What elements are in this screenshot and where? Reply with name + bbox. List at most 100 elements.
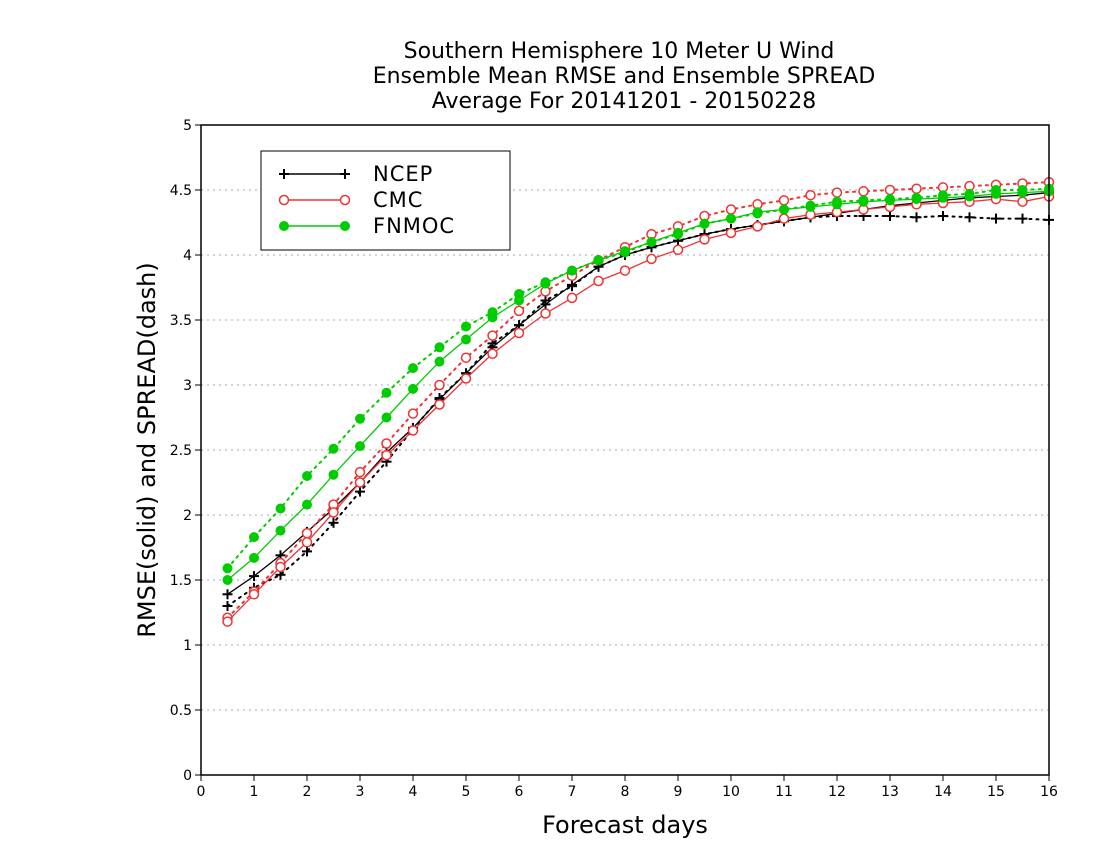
fnmoc-rmse-point [593, 255, 604, 266]
x-tick-label: 1 [250, 784, 259, 800]
ncep-spread-line [226, 214, 1050, 607]
fnmoc-spread-point [249, 532, 259, 543]
fnmoc-rmse-point [514, 295, 524, 306]
legend-marker [279, 169, 289, 179]
cmc-spread-point [460, 352, 472, 363]
x-tick-label: 15 [987, 784, 1005, 800]
ncep-spread-point [911, 212, 922, 223]
x-tick-label: 3 [356, 784, 365, 800]
fnmoc-rmse-point [487, 312, 498, 323]
fnmoc-rmse-point [752, 207, 763, 218]
cmc-rmse-point [407, 425, 419, 436]
title-line-1: Southern Hemisphere 10 Meter U Wind [404, 39, 835, 64]
y-tick-label: 3.5 [170, 313, 192, 329]
cmc-spread-point [858, 186, 869, 197]
cmc-rmse-point [328, 507, 339, 518]
axis-ticks: 00.511.522.533.544.550 1 2 3 4 5 6 7 8 9 10 11 12 13 1… [170, 118, 1058, 800]
fnmoc-spread-point [434, 342, 445, 353]
fnmoc-rmse-point [964, 191, 975, 202]
series-cmc [222, 176, 1055, 627]
y-tick-label: 2 [183, 508, 192, 524]
ncep-spread-point [222, 601, 233, 611]
fnmoc-rmse-point [858, 196, 869, 207]
x-tick-label: 16 [1040, 784, 1058, 800]
cmc-rmse-point [619, 265, 631, 276]
y-tick-label: 0.5 [170, 703, 192, 719]
fnmoc-rmse-point [540, 278, 551, 289]
fnmoc-spread-point [408, 363, 418, 374]
legend-label: NCEP [373, 162, 433, 186]
cmc-spread-point [381, 438, 392, 449]
x-tick-label: 2 [303, 784, 312, 800]
legend-item-ncep: NCEP [279, 162, 433, 186]
fnmoc-spread-point [302, 471, 312, 481]
x-tick-label: 7 [568, 784, 577, 800]
series-ncep [222, 187, 1054, 611]
legend-label: CMC [373, 188, 423, 212]
fnmoc-rmse-point [832, 199, 842, 210]
title-line-2: Ensemble Mean RMSE and Ensemble SPREAD [373, 64, 876, 89]
legend-item-fnmoc: FNMOC [279, 214, 454, 238]
cmc-rmse-point [593, 275, 604, 287]
cmc-rmse-point [460, 373, 472, 384]
fnmoc-rmse-point [620, 246, 630, 257]
cmc-rmse-point [752, 221, 763, 232]
cmc-rmse-point [725, 227, 737, 239]
cmc-rmse-point [301, 537, 313, 548]
fnmoc-rmse-point [779, 204, 789, 215]
cmc-spread-point [434, 379, 445, 391]
x-tick-label: 4 [409, 784, 418, 800]
legend-marker [340, 169, 350, 179]
fnmoc-spread-point [381, 387, 392, 398]
fnmoc-rmse-point [1017, 187, 1028, 198]
fnmoc-spread-point [328, 443, 339, 454]
ncep-spread-point [991, 213, 1001, 224]
cmc-rmse-point [222, 616, 233, 627]
ncep-rmse-line [227, 191, 1050, 595]
fnmoc-rmse-point [991, 188, 1001, 199]
cmc-rmse-line [227, 195, 1050, 623]
x-tick-label: 0 [197, 784, 206, 800]
fnmoc-rmse-point [275, 525, 286, 536]
ncep-spread-point [302, 546, 312, 557]
fnmoc-spread-point [222, 563, 233, 574]
legend-marker [279, 221, 289, 231]
fnmoc-spread-point [355, 413, 365, 424]
cmc-rmse-point [354, 477, 366, 488]
fnmoc-rmse-point [646, 237, 657, 247]
fnmoc-rmse-point [726, 213, 736, 224]
ncep-rmse-point [540, 299, 551, 310]
fnmoc-rmse-point [249, 552, 259, 563]
cmc-rmse-point [513, 327, 525, 339]
x-tick-label: 9 [674, 784, 683, 800]
fnmoc-spread-point [275, 503, 286, 514]
x-tick-label: 12 [828, 784, 846, 800]
y-tick-label: 3 [183, 378, 192, 394]
cmc-rmse-point [540, 308, 551, 319]
ncep-rmse-point [567, 279, 577, 290]
x-tick-label: 5 [462, 784, 471, 800]
cmc-spread-point [513, 305, 525, 317]
fnmoc-spread-point [461, 321, 471, 332]
ncep-rmse-point [222, 589, 233, 600]
fnmoc-rmse-point [381, 412, 392, 423]
y-tick-label: 2.5 [170, 443, 192, 459]
cmc-spread-point [487, 330, 498, 341]
cmc-spread-point [301, 527, 313, 539]
legend-marker [278, 194, 290, 206]
legend-marker [339, 194, 351, 206]
x-tick-label: 10 [722, 784, 740, 800]
fnmoc-rmse-point [328, 469, 339, 480]
x-tick-label: 6 [515, 784, 524, 800]
x-tick-label: 13 [881, 784, 899, 800]
title-line-3: Average For 20141201 - 20150228 [432, 89, 817, 114]
y-tick-label: 0 [183, 768, 192, 784]
y-axis-label: RMSE(solid) and SPREAD(dash) [133, 262, 161, 638]
fnmoc-rmse-point [567, 265, 577, 276]
cmc-spread-point [831, 187, 843, 198]
legend-item-cmc: CMC [278, 188, 423, 212]
x-axis-label: Forecast days [542, 811, 708, 839]
x-tick-label: 11 [775, 784, 793, 800]
